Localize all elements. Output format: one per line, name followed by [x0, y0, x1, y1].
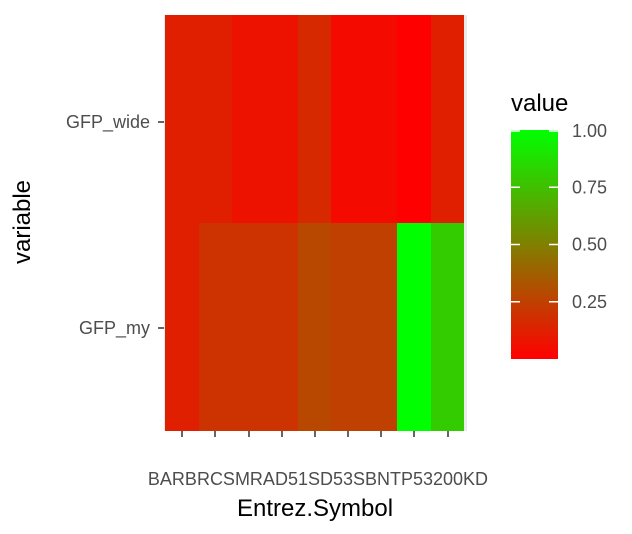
- heatmap-cell: [165, 223, 199, 431]
- heatmap-cell: [397, 15, 431, 223]
- y-axis-title: variable: [9, 180, 36, 264]
- heatmap-cell: [265, 15, 298, 223]
- heatmap-cell: [364, 15, 397, 223]
- heatmap-cell: [298, 15, 331, 223]
- legend-ticks: 0.25 0.50 0.75 1.00: [511, 121, 607, 312]
- heatmap-cell: [397, 223, 431, 431]
- legend-tick-label: 1.00: [572, 121, 607, 141]
- y-tick-label: GFP_my: [79, 318, 150, 339]
- x-tick-labels: BARBRCSMRAD51SD53SBNTP53200KD: [148, 469, 488, 489]
- heatmap-cell: [199, 223, 232, 431]
- heatmap-cell: [199, 15, 232, 223]
- legend-tick-label: 0.50: [572, 235, 607, 255]
- heatmap-cell: [331, 223, 364, 431]
- heatmap-cell: [232, 15, 265, 223]
- heatmap-cell: [431, 223, 464, 431]
- heatmap-cell: [265, 223, 298, 431]
- legend-title: value: [511, 90, 568, 117]
- heatmap-cells: [165, 15, 464, 431]
- heatmap-cell: [364, 223, 397, 431]
- heatmap-cell: [232, 223, 265, 431]
- legend-tick-label: 0.75: [572, 177, 607, 197]
- heatmap-cell: [331, 15, 364, 223]
- x-axis-title: Entrez.Symbol: [237, 495, 393, 522]
- y-axis: GFP_wide GFP_my: [66, 112, 164, 339]
- legend-tick-label: 0.25: [572, 292, 607, 312]
- y-tick-label: GFP_wide: [66, 112, 150, 133]
- heatmap-cell: [165, 15, 199, 223]
- x-axis: [181, 431, 449, 437]
- heatmap-cell: [431, 15, 464, 223]
- heatmap-cell: [298, 223, 331, 431]
